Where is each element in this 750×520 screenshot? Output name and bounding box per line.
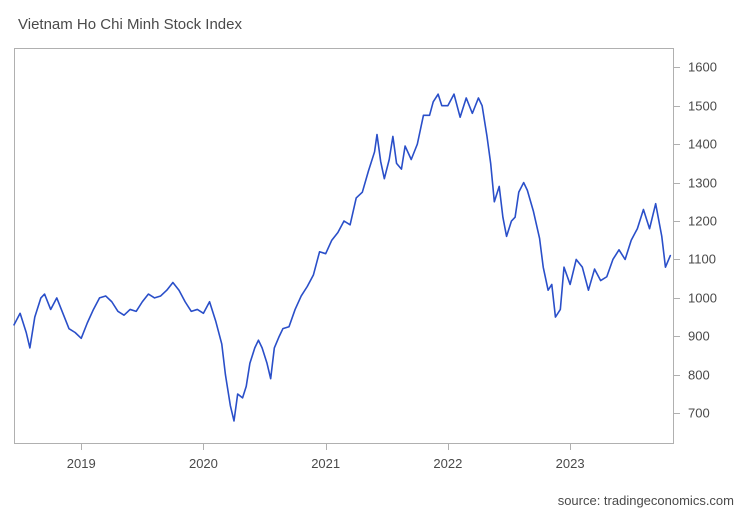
- y-tick-label: 1200: [688, 214, 717, 229]
- y-tick-label: 1600: [688, 60, 717, 75]
- y-tick-mark: [674, 375, 680, 376]
- y-tick-mark: [674, 298, 680, 299]
- y-tick-label: 900: [688, 329, 710, 344]
- y-tick-mark: [674, 67, 680, 68]
- y-tick-mark: [674, 144, 680, 145]
- y-tick-label: 1400: [688, 137, 717, 152]
- x-tick-mark: [203, 444, 204, 450]
- x-tick-mark: [81, 444, 82, 450]
- y-tick-label: 1000: [688, 290, 717, 305]
- price-line: [14, 94, 670, 421]
- x-tick-label: 2020: [189, 456, 218, 471]
- y-tick-mark: [674, 336, 680, 337]
- x-tick-mark: [326, 444, 327, 450]
- x-tick-label: 2019: [67, 456, 96, 471]
- y-tick-mark: [674, 183, 680, 184]
- y-tick-mark: [674, 106, 680, 107]
- y-tick-label: 700: [688, 406, 710, 421]
- y-tick-label: 1500: [688, 98, 717, 113]
- x-tick-label: 2021: [311, 456, 340, 471]
- chart-line-svg: [14, 48, 674, 444]
- x-tick-label: 2022: [433, 456, 462, 471]
- chart-source: source: tradingeconomics.com: [558, 493, 734, 508]
- y-tick-label: 800: [688, 367, 710, 382]
- y-tick-mark: [674, 413, 680, 414]
- chart-title: Vietnam Ho Chi Minh Stock Index: [18, 16, 242, 33]
- y-tick-mark: [674, 259, 680, 260]
- y-tick-mark: [674, 221, 680, 222]
- y-tick-label: 1100: [688, 252, 716, 267]
- x-tick-label: 2023: [556, 456, 585, 471]
- x-tick-mark: [570, 444, 571, 450]
- y-tick-label: 1300: [688, 175, 717, 190]
- x-tick-mark: [448, 444, 449, 450]
